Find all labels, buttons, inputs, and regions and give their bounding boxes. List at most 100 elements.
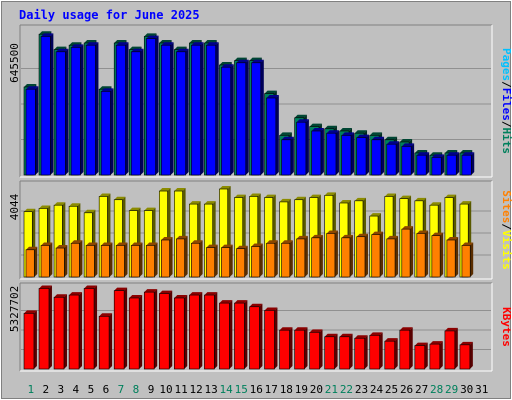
bar-kbytes: [189, 292, 203, 370]
bar-kbytes: [128, 294, 143, 370]
bar-hits-19-top: [294, 114, 307, 118]
x-tick-label: 25: [385, 383, 398, 396]
bar-files-23-top: [356, 134, 370, 138]
bar-kbytes-4-side: [79, 292, 83, 369]
bar-sites-10-top: [161, 237, 173, 241]
bar-files-1-side: [35, 86, 39, 175]
bar-sites-29-top: [446, 237, 459, 241]
x-tick-label: 1: [27, 383, 34, 396]
bar-files-25-side: [396, 141, 400, 175]
bar-sites-6-top: [101, 242, 113, 246]
bar-visits-22-top: [339, 200, 351, 204]
bar-files: [221, 64, 234, 176]
bar-sites: [100, 242, 113, 278]
bar-files: [70, 44, 84, 176]
bar-kbytes: [158, 290, 173, 370]
bar-kbytes-10: [158, 293, 170, 370]
bar-kbytes-15: [234, 302, 245, 370]
bar-files-21: [326, 132, 337, 176]
bar-kbytes: [399, 327, 413, 370]
legend-entry: KBytes: [500, 307, 512, 347]
bar-visits-30-top: [459, 201, 472, 205]
x-tick-label: 24: [370, 383, 384, 396]
bar-files-19-top: [296, 119, 309, 123]
bar-files-18-side: [290, 136, 294, 175]
x-tick-label: 2: [42, 383, 49, 396]
bar-kbytes-21: [324, 336, 335, 370]
bar-sites-29: [446, 239, 456, 278]
bar-kbytes-17-side: [274, 307, 278, 369]
x-tick-label: 10: [159, 383, 172, 396]
bar-sites-13-side: [214, 244, 218, 277]
bar-sites: [191, 240, 203, 278]
bar-files-29-top: [446, 152, 460, 156]
bar-files-30: [461, 154, 472, 176]
bar-kbytes: [83, 285, 98, 370]
bar-files-29-side: [456, 152, 460, 175]
bar-sites-15-top: [236, 245, 248, 249]
bar-kbytes-20-top: [309, 329, 323, 333]
bar-kbytes-19-top: [294, 327, 308, 331]
bar-sites-26-top: [401, 226, 414, 230]
bar-files-7-side: [125, 42, 129, 176]
bar-kbytes-27-side: [424, 342, 428, 369]
bar-files-13-side: [215, 42, 219, 176]
bar-files-8-top: [131, 48, 144, 52]
bar-files: [25, 86, 39, 176]
bar-files-11-top: [176, 48, 189, 52]
bar-files-6-side: [110, 88, 114, 175]
bar-files-21-side: [335, 130, 339, 175]
bar-sites: [296, 235, 308, 278]
bar-visits-27-top: [414, 197, 427, 201]
bar-files-1: [25, 88, 36, 176]
bar-sites-30-side: [470, 242, 474, 277]
bar-kbytes-14-top: [219, 300, 233, 304]
bar-files-8-side: [140, 48, 144, 176]
legend-kbytes: KBytes: [500, 307, 512, 347]
bar-files: [296, 119, 309, 176]
bar-sites-5-side: [94, 242, 98, 277]
x-tick-label: 8: [133, 383, 140, 396]
bar-sites-18-top: [281, 240, 293, 244]
bar-files-5: [85, 44, 96, 176]
bar-sites-27-side: [425, 230, 429, 277]
bar-files-19-side: [305, 119, 309, 175]
bar-files-28: [431, 157, 442, 176]
bar-files-21-top: [326, 130, 339, 134]
bar-kbytes-1-top: [24, 310, 37, 314]
bar-files: [356, 134, 370, 176]
bar-sites-10: [160, 239, 170, 278]
bar-files-28-side: [441, 154, 445, 175]
bar-kbytes-29-side: [454, 327, 458, 369]
x-tick-label: 21: [325, 383, 338, 396]
bar-sites-27: [416, 233, 426, 278]
bar-kbytes: [369, 332, 383, 370]
bar-kbytes-10-side: [169, 290, 173, 369]
bar-sites-26: [401, 228, 411, 278]
bar-files-13: [206, 44, 217, 176]
x-tick-label: 30: [460, 383, 473, 396]
bar-files-3-top: [56, 48, 69, 52]
bar-kbytes: [309, 329, 323, 370]
bar-kbytes-22-top: [339, 333, 353, 337]
bar-kbytes-23-side: [364, 335, 368, 369]
bar-files-16-top: [251, 59, 264, 63]
bar-sites-7-side: [124, 242, 128, 277]
bar-files-18: [281, 139, 292, 176]
bar-files-16-side: [260, 59, 264, 175]
bar-files-17-side: [275, 95, 279, 175]
bar-kbytes: [339, 333, 353, 370]
bar-sites: [341, 234, 353, 278]
bar-sites-24: [371, 234, 381, 278]
bar-kbytes-2-side: [48, 285, 52, 369]
bar-files-3: [55, 51, 66, 176]
bar-kbytes-9: [143, 291, 155, 370]
bar-files: [281, 136, 294, 176]
bar-files: [236, 59, 249, 176]
bar-files-26-side: [411, 143, 415, 175]
bar-sites-11-top: [176, 235, 188, 239]
bar-sites: [431, 232, 444, 278]
bar-sites-1: [25, 249, 35, 278]
bar-sites: [326, 230, 338, 278]
bar-sites-10-side: [169, 237, 173, 277]
